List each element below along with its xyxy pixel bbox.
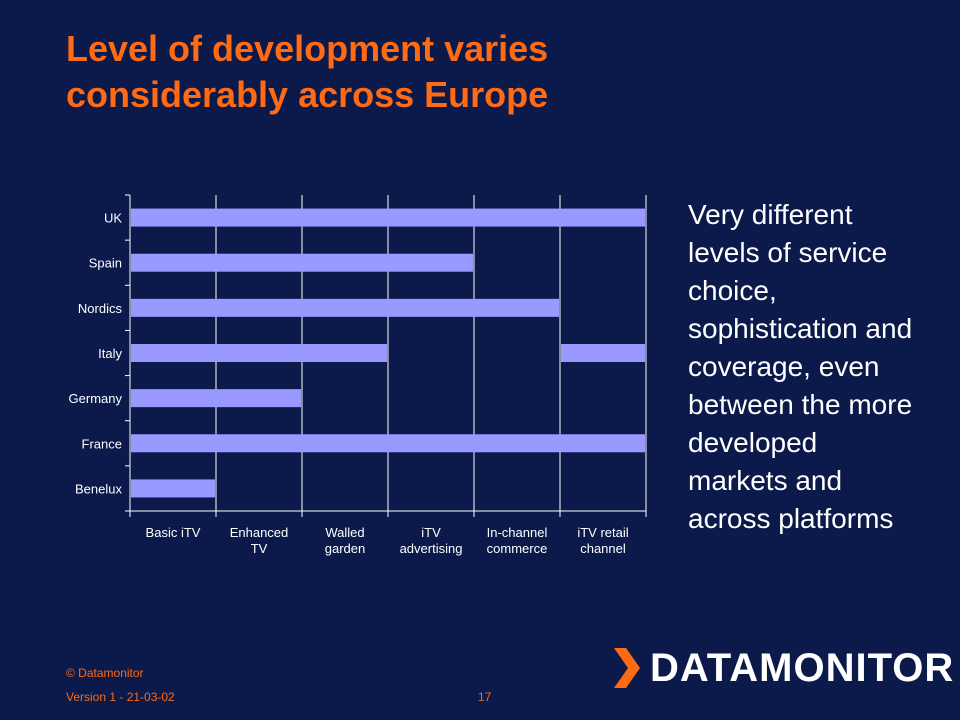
x-tick-label: Basic iTV <box>146 525 201 540</box>
chart-svg: UK Spain Nordics Italy Germany France Benelux B… <box>69 194 647 556</box>
y-tick-label: UK <box>104 211 122 226</box>
title-line-1: Level of development varies <box>66 28 549 69</box>
bar-italy <box>561 344 645 362</box>
page-number: 17 <box>478 690 492 704</box>
bar-benelux <box>131 479 215 498</box>
side-text-line: coverage, even <box>688 351 880 382</box>
side-text-line: Very different <box>688 199 853 230</box>
side-text-line: markets and <box>688 465 843 496</box>
x-tick-label: iTV advertising <box>400 525 463 556</box>
side-text-line: across platforms <box>688 503 894 534</box>
bar-nordics <box>131 298 559 317</box>
title-line-2: considerably across Europe <box>66 74 549 115</box>
chevron-logo-icon <box>614 648 640 688</box>
y-tick-label: Nordics <box>78 301 123 316</box>
y-tick-label: Italy <box>98 346 122 361</box>
bar-germany <box>131 389 301 408</box>
side-text: Very different levels of service choice,… <box>688 196 953 538</box>
datamonitor-logo: DATAMONITOR <box>608 644 953 694</box>
x-tick-label: Enhanced TV <box>230 525 289 556</box>
y-tick-label: Germany <box>69 391 123 406</box>
x-tick-label: In-channel commerce <box>487 525 548 556</box>
y-tick-label: Benelux <box>75 481 122 496</box>
x-tick-label: Walled garden <box>325 525 365 556</box>
logo-wordmark: DATAMONITOR <box>650 646 955 690</box>
footer-version: Version 1 - 21-03-02 <box>66 690 175 704</box>
slide-title: Level of development varies considerably… <box>66 26 766 118</box>
bar-italy <box>131 344 387 362</box>
side-text-line: between the more <box>688 389 913 420</box>
side-text-line: levels of service <box>688 237 888 268</box>
x-tick-label: iTV retail channel <box>577 525 628 556</box>
bar-uk <box>131 208 645 227</box>
y-tick-label: France <box>82 436 122 451</box>
y-tick-label: Spain <box>89 256 122 271</box>
side-text-line: sophistication and <box>688 313 913 344</box>
side-text-line: developed <box>688 427 818 458</box>
footer-copyright: © Datamonitor <box>66 666 144 680</box>
side-text-line: choice, <box>688 275 777 306</box>
development-chart: UK Spain Nordics Italy Germany France Benelux B… <box>50 185 670 565</box>
bar-france <box>131 434 645 453</box>
bar-spain <box>131 253 473 272</box>
